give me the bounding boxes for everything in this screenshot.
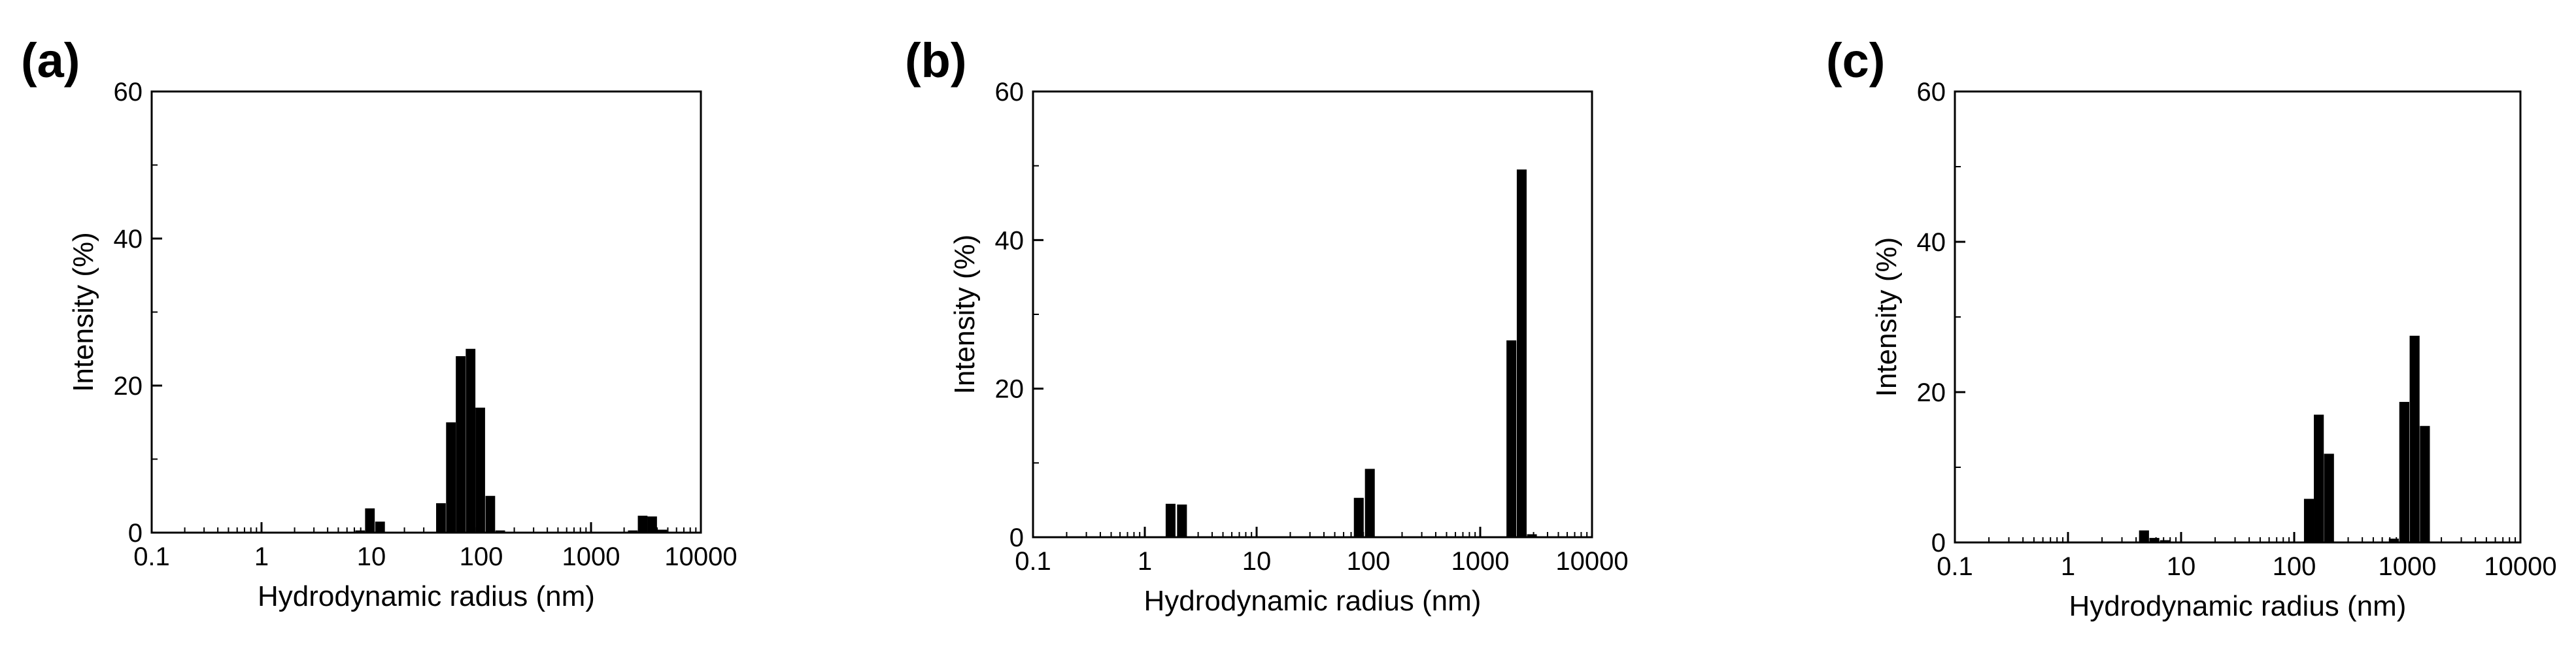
bar [637,516,648,533]
y-axis-title: Intensity (%) [67,232,99,392]
bar [2409,335,2420,542]
x-axis-title: Hydrodynamic radius (nm) [1144,585,1482,617]
bar [628,530,638,533]
bar [1177,504,1187,537]
y-tick-label: 60 [1917,78,1946,107]
x-tick-label: 10 [357,542,386,571]
x-tick-label: 1 [2061,552,2075,581]
panel-label: (a) [21,33,80,88]
y-axis-title: Intensity (%) [949,235,981,395]
y-tick-label: 20 [995,375,1025,404]
x-tick-label: 0.1 [1937,552,1973,581]
x-tick-label: 0.1 [133,542,170,571]
bar [446,422,456,533]
x-tick-label: 100 [1347,547,1391,576]
x-tick-label: 100 [2273,552,2316,581]
bar [657,529,668,533]
plot-frame [150,90,702,534]
chart-panel-c: (c) Hydrodynamic radius (nm) Intensity (… [1826,33,2557,622]
bar [2160,540,2170,542]
chart-panel-b: (b) Hydrodynamic radius (nm) Intensity (… [905,33,1629,617]
y-tick-label: 40 [114,225,143,254]
x-tick-label: 1000 [1451,547,1510,576]
x-tick-label: 1000 [562,542,620,571]
x-tick-label: 10 [1242,547,1272,576]
bar [1165,503,1176,537]
x-axis-title: Hydrodynamic radius (nm) [2069,590,2407,622]
bar [2388,539,2399,542]
bar [2303,499,2314,542]
x-tick-label: 1000 [2379,552,2437,581]
x-tick-label: 10000 [1555,547,1628,576]
bar [436,503,446,533]
bar [2420,425,2430,542]
plot-frame [1954,90,2522,544]
y-axis-title: Intensity (%) [1871,237,1903,397]
y-tick-label: 60 [114,78,143,107]
y-tick-label: 20 [1917,378,1946,407]
bar [466,348,476,533]
bar [1527,534,1537,537]
x-tick-label: 10000 [664,542,737,571]
y-tick-label: 0 [1931,529,1946,557]
bar [1364,469,1375,537]
y-tick-label: 60 [995,78,1025,107]
bar [1506,340,1517,537]
y-tick-label: 40 [1917,228,1946,257]
x-tick-label: 10 [2167,552,2196,581]
x-tick-label: 1 [1138,547,1152,576]
chart-panel-a: (a) Hydrodynamic radius (nm) Intensity (… [21,33,737,612]
bar [2314,414,2324,542]
bar [1353,497,1364,537]
panel-label: (b) [905,33,967,88]
bar [495,530,505,533]
x-tick-label: 1 [254,542,269,571]
bar [647,516,657,533]
y-tick-label: 0 [128,519,143,548]
x-axis-title: Hydrodynamic radius (nm) [258,580,595,612]
bar [375,522,385,533]
bar [1516,169,1527,538]
bar [475,407,485,533]
bar [456,356,466,533]
y-tick-label: 0 [1009,523,1024,552]
bar [2324,454,2334,542]
x-tick-label: 0.1 [1015,547,1051,576]
y-tick-label: 20 [114,372,143,401]
y-tick-label: 40 [995,226,1025,255]
bar [485,495,496,533]
x-tick-label: 10000 [2484,552,2556,581]
bar [2149,538,2160,542]
x-tick-label: 100 [460,542,503,571]
bar [2399,401,2409,542]
panel-label: (c) [1826,33,1885,88]
